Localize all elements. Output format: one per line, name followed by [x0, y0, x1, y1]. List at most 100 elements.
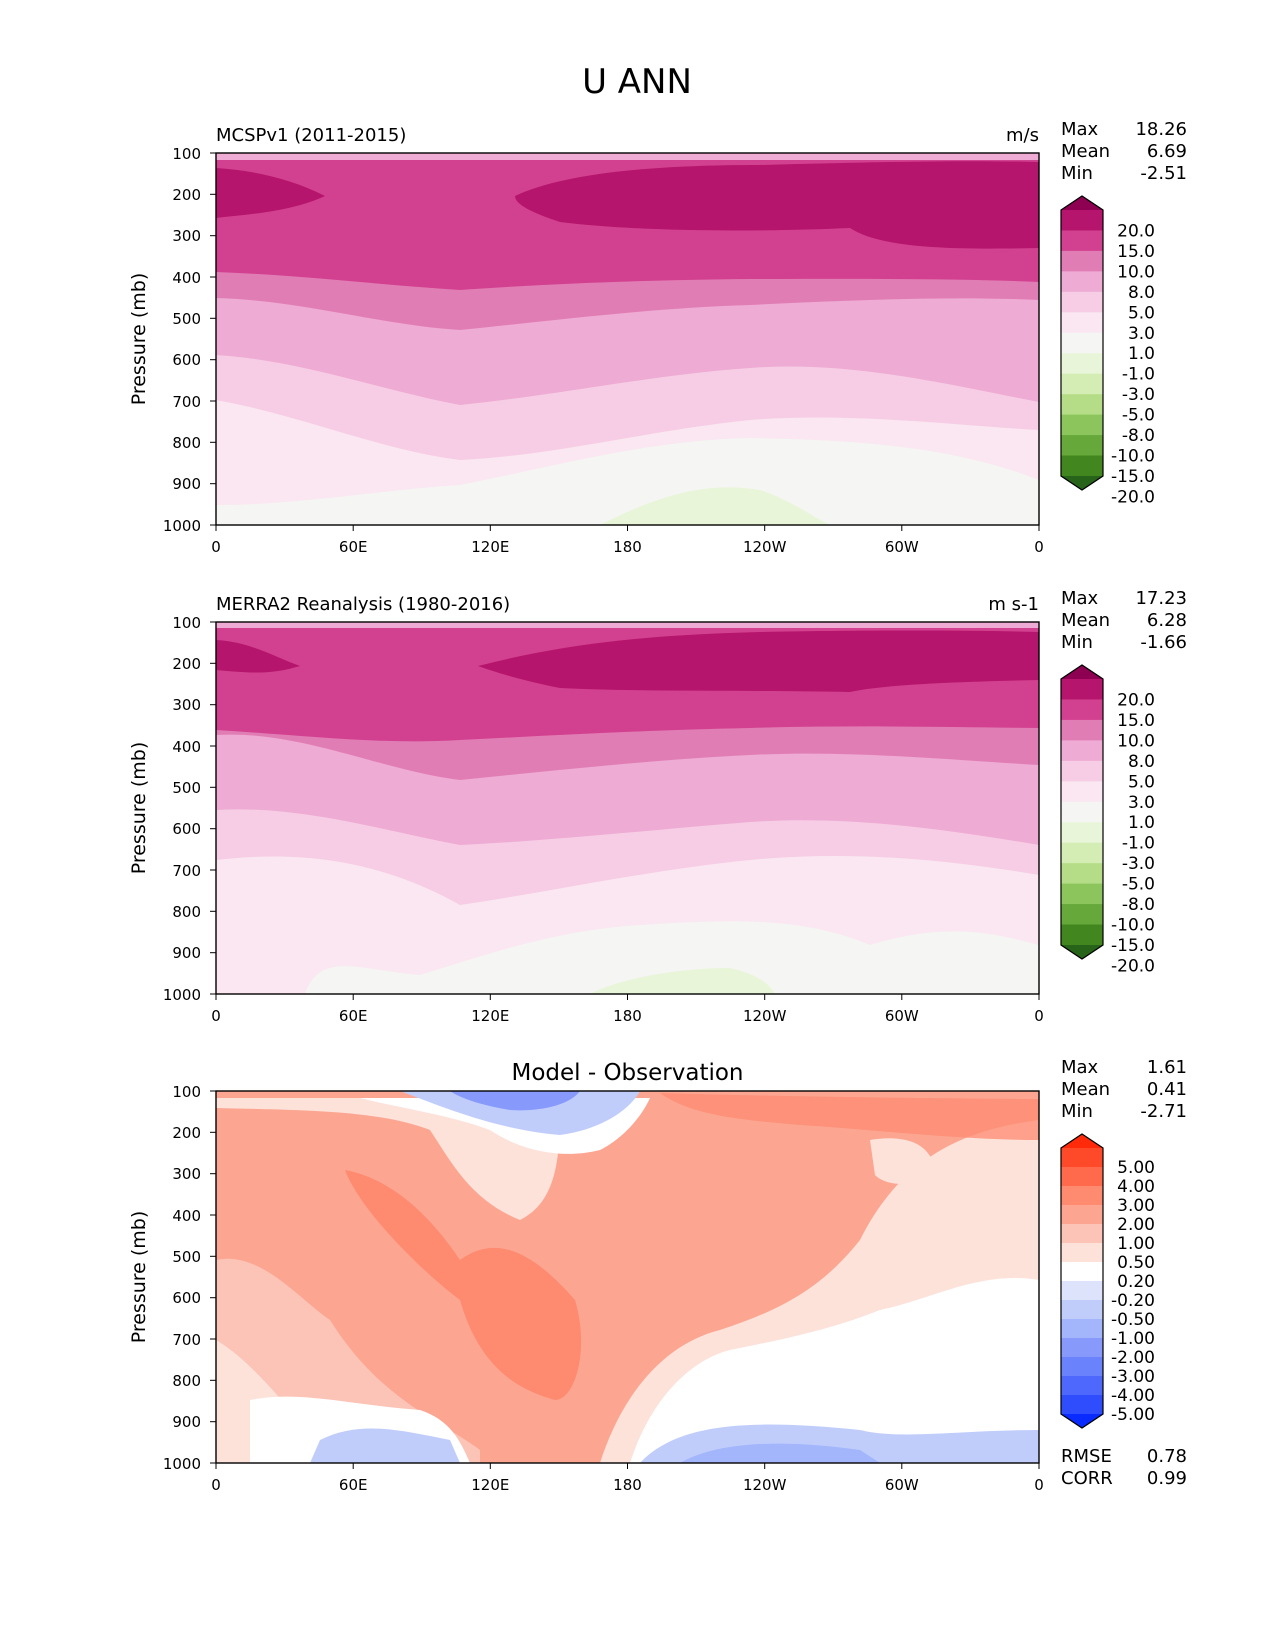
- colorbar-segment: [1061, 1205, 1103, 1225]
- x-tick-label: 120E: [471, 1007, 509, 1025]
- colorbar-tick-label: -0.50: [1111, 1310, 1155, 1330]
- y-tick-label: 1000: [163, 1455, 201, 1473]
- stat-value: 17.23: [1135, 588, 1187, 609]
- panel-model-field: [216, 153, 1039, 525]
- x-tick-label: 0: [211, 1476, 221, 1494]
- colorbar-segment: [1061, 1300, 1103, 1320]
- colorbar-extend-bottom: [1061, 945, 1103, 959]
- colorbar-segment: [1061, 394, 1103, 416]
- colorbar-tick-label: 5.0: [1128, 772, 1155, 792]
- colorbar-segment: [1061, 353, 1103, 375]
- stat-value: 6.69: [1147, 141, 1187, 162]
- colorbar-extend-bottom: [1061, 1414, 1103, 1428]
- colorbar-tick-label: -1.0: [1122, 834, 1155, 854]
- y-tick-label: 200: [172, 1124, 201, 1142]
- colorbar-tick-label: -10.0: [1111, 916, 1155, 936]
- colorbar-tick-label: 15.0: [1117, 242, 1155, 262]
- colorbar-segment: [1061, 842, 1103, 864]
- colorbar-segment: [1061, 801, 1103, 823]
- colorbar-tick-label: 15.0: [1117, 711, 1155, 731]
- colorbar-segment: [1061, 924, 1103, 946]
- colorbar-outline: [1060, 195, 1104, 491]
- panel-diff-x-axis: 0 60E 120E 180 120W 60W 0: [211, 1463, 1044, 1494]
- stat-label: Max: [1061, 588, 1099, 609]
- colorbar-segment: [1061, 1281, 1103, 1301]
- y-tick-label: 1000: [163, 986, 201, 1004]
- x-tick-label: 120E: [471, 1476, 509, 1494]
- colorbar-tick-label: -5.0: [1122, 406, 1155, 426]
- colorbar-tick-label: 0.20: [1117, 1272, 1155, 1292]
- colorbar-tick-label: 2.00: [1117, 1215, 1155, 1235]
- colorbar-segment: [1061, 1376, 1103, 1396]
- colorbar-tick-label: -8.0: [1122, 426, 1155, 446]
- y-tick-label: 600: [172, 351, 201, 369]
- panel-diff-stats: Max 1.61 Mean 0.41 Min -2.71 RMSE 0.78 C…: [1061, 1057, 1187, 1489]
- colorbar-tick-label: 20.0: [1117, 690, 1155, 710]
- colorbar-segment: [1061, 904, 1103, 926]
- panel-obs-y-axis: 100 200 300 400 500 600 700 800 900 1000…: [128, 614, 216, 1004]
- colorbar-segment: [1061, 1224, 1103, 1244]
- colorbar-outline: [1060, 1133, 1104, 1429]
- colorbar-extend-top: [1061, 196, 1103, 210]
- panel-obs-x-axis: 0 60E 120E 180 120W 60W 0: [211, 994, 1044, 1025]
- colorbar-tick-label: -20.0: [1111, 487, 1155, 507]
- y-tick-label: 400: [172, 738, 201, 756]
- corr-value: 0.99: [1147, 1468, 1187, 1489]
- x-tick-label: 0: [1034, 538, 1044, 556]
- colorbar-tick-label: 8.0: [1128, 283, 1155, 303]
- panel-obs-ylabel: Pressure (mb): [128, 742, 150, 875]
- colorbar-tick-label: -5.00: [1111, 1405, 1155, 1425]
- stat-label: Mean: [1061, 141, 1110, 162]
- y-tick-label: 100: [172, 614, 201, 632]
- x-tick-label: 180: [613, 538, 642, 556]
- x-tick-label: 60E: [339, 1007, 368, 1025]
- stat-label: Max: [1061, 1057, 1099, 1078]
- colorbar-segment: [1061, 271, 1103, 293]
- colorbar-outline: [1060, 664, 1104, 960]
- corr-label: CORR: [1061, 1468, 1113, 1489]
- panel-model-ylabel: Pressure (mb): [128, 273, 150, 406]
- y-tick-label: 300: [172, 1165, 201, 1183]
- colorbar-segment: [1061, 1338, 1103, 1358]
- x-tick-label: 60W: [885, 1476, 919, 1494]
- y-tick-label: 700: [172, 393, 201, 411]
- stat-value: 0.41: [1147, 1079, 1187, 1100]
- panel-model-y-axis: 100 200 300 400 500 600 700 800 900 1000…: [128, 145, 216, 535]
- colorbar-segment: [1061, 230, 1103, 252]
- panel-diff-field: [216, 1091, 1039, 1463]
- colorbar-tick-label: -0.20: [1111, 1291, 1155, 1311]
- stat-label: Max: [1061, 119, 1099, 140]
- colorbar-tick-label: 4.00: [1117, 1177, 1155, 1197]
- colorbar-segment: [1061, 1148, 1103, 1168]
- colorbar-segment: [1061, 863, 1103, 885]
- figure-title: U ANN: [582, 62, 692, 102]
- panel-model-x-axis: 0 60E 120E 180 120W 60W 0: [211, 525, 1044, 556]
- colorbar-segment: [1061, 1186, 1103, 1206]
- x-tick-label: 0: [211, 538, 221, 556]
- colorbar-tick-label: -3.0: [1122, 385, 1155, 405]
- stat-label: Min: [1061, 632, 1093, 653]
- panel-obs-stats: Max 17.23 Mean 6.28 Min -1.66: [1061, 588, 1187, 653]
- colorbar-tick-label: 5.0: [1128, 303, 1155, 323]
- colorbar-segment: [1061, 760, 1103, 782]
- y-tick-label: 300: [172, 696, 201, 714]
- colorbar-tick-label: 10.0: [1117, 262, 1155, 282]
- x-tick-label: 120W: [743, 538, 787, 556]
- y-tick-label: 600: [172, 1289, 201, 1307]
- stat-value: -2.51: [1140, 163, 1187, 184]
- x-tick-label: 60E: [339, 1476, 368, 1494]
- colorbar-tick-label: -15.0: [1111, 467, 1155, 487]
- rmse-label: RMSE: [1061, 1446, 1112, 1467]
- x-tick-label: 120E: [471, 538, 509, 556]
- colorbar-tick-label: -20.0: [1111, 956, 1155, 976]
- x-tick-label: 120W: [743, 1476, 787, 1494]
- y-tick-label: 900: [172, 475, 201, 493]
- y-tick-label: 1000: [163, 517, 201, 535]
- stat-value: 1.61: [1147, 1057, 1187, 1078]
- y-tick-label: 400: [172, 1207, 201, 1225]
- panel-obs-colorbar: 20.015.010.08.05.03.01.0-1.0-3.0-5.0-8.0…: [1060, 664, 1155, 976]
- panel-model-title: MCSPv1 (2011-2015): [216, 125, 406, 146]
- colorbar-segment: [1061, 373, 1103, 395]
- colorbar-segment: [1061, 883, 1103, 905]
- panel-obs-units: m s-1: [988, 594, 1039, 615]
